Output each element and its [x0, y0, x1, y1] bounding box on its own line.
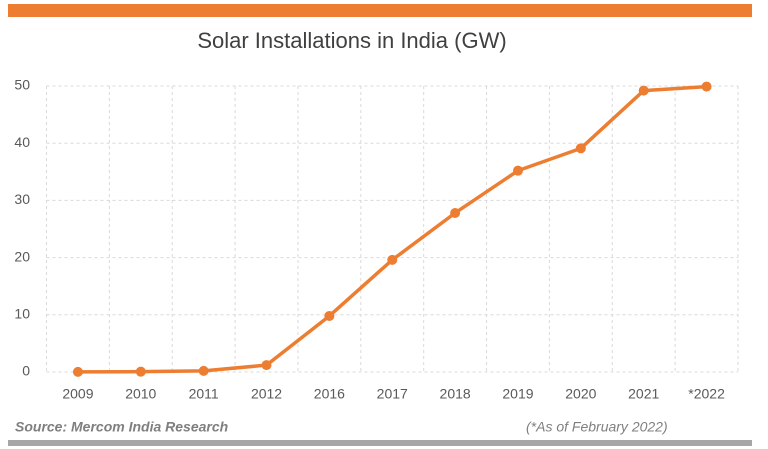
x-tick-label: *2022 [688, 386, 725, 402]
data-point [324, 310, 335, 321]
x-tick-label: 2020 [565, 386, 596, 402]
data-point [450, 207, 461, 218]
footnote: (*As of February 2022) [526, 419, 668, 435]
data-point [638, 85, 649, 96]
data-point [198, 365, 209, 376]
data-point [387, 254, 398, 265]
y-tick-label: 10 [14, 306, 30, 322]
chart-title: Solar Installations in India (GW) [197, 28, 506, 53]
y-tick-label: 30 [14, 191, 30, 207]
x-tick-label: 2009 [62, 386, 93, 402]
data-point [512, 165, 523, 176]
x-tick-label: 2021 [628, 386, 659, 402]
x-tick-label: 2012 [251, 386, 282, 402]
data-point [261, 360, 272, 371]
x-tick-label: 2019 [502, 386, 533, 402]
top-banner [8, 4, 752, 17]
bottom-banner [8, 440, 752, 446]
x-tick-label: 2011 [189, 386, 219, 402]
x-tick-label: 2016 [314, 386, 345, 402]
y-tick-label: 50 [14, 77, 30, 93]
y-tick-label: 0 [22, 363, 30, 379]
y-tick-label: 20 [14, 248, 30, 264]
data-point [135, 366, 146, 377]
data-point [72, 366, 83, 377]
source-note: Source: Mercom India Research [15, 419, 228, 435]
x-tick-label: 2010 [125, 386, 156, 402]
data-point [575, 143, 586, 154]
x-tick-label: 2018 [440, 386, 471, 402]
y-tick-label: 40 [14, 134, 30, 150]
data-point [701, 81, 712, 92]
x-tick-label: 2017 [377, 386, 408, 402]
